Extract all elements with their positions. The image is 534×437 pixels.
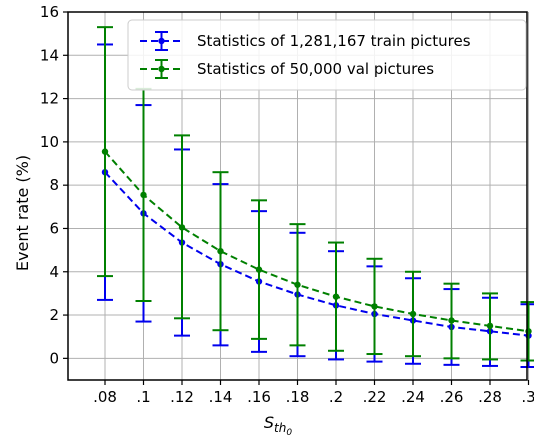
data-point [409,310,417,318]
y-tick-label: 14 [40,46,59,64]
data-point [486,322,494,330]
y-tick-label: 12 [40,90,59,108]
x-axis-label-sub: th [274,421,286,435]
series-1 [97,43,534,369]
x-tick-label: .08 [93,388,117,406]
y-tick-label: 10 [40,133,59,151]
series-line [104,150,529,333]
legend: Statistics of 1,281,167 train pictures St… [127,19,527,91]
data-point [448,317,455,324]
x-axis-label-subsub: 0 [286,428,292,437]
legend-marker [158,37,165,45]
x-tick-label: .12 [170,388,194,406]
data-point [371,303,378,310]
series-line [104,171,529,337]
legend-label: Statistics of 50,000 val pictures [197,60,434,78]
series-2 [97,26,534,362]
x-tick-label: .18 [286,388,310,406]
x-tick-label: .28 [478,388,502,406]
x-tick-label: .3 [521,388,534,406]
data-point [294,281,301,288]
x-tick-label: .14 [209,388,233,406]
axis-ticks: .08 .1 .12 .14 .16 .18 .2 .22 .24 .26 .28 .3 0 2 4 6 8 10… [40,3,534,406]
y-tick-label: 4 [49,263,59,281]
legend-entry-1: Statistics of 1,281,167 train pictures [140,31,471,51]
x-tick-label: .2 [329,388,343,406]
legend-marker [158,65,165,73]
x-tick-label: .16 [247,388,271,406]
y-tick-label: 0 [49,349,59,367]
y-tick-label: 16 [40,3,59,21]
x-tick-label: .24 [401,388,425,406]
x-tick-label: .26 [440,388,464,406]
legend-label: Statistics of 1,281,167 train pictures [197,32,471,50]
data-point [140,191,147,199]
data-point [101,148,109,155]
y-tick-label: 6 [49,219,59,237]
data-point [332,293,340,300]
y-tick-label: 8 [49,176,59,194]
data-point [255,266,263,273]
series-layer [97,26,534,369]
x-axis-label: Sth0 [264,413,292,437]
data-point [178,224,186,231]
x-axis-label-main: S [264,413,274,432]
x-tick-label: .22 [363,388,387,406]
x-tick-label: .1 [136,388,150,406]
legend-entry-2: Statistics of 50,000 val pictures [140,59,434,79]
data-point [217,248,224,255]
legend-box [127,19,527,91]
y-tick-label: 2 [49,306,59,324]
legend-entries: Statistics of 1,281,167 train pictures St… [140,31,471,79]
y-axis-label: Event rate (%) [13,155,32,271]
